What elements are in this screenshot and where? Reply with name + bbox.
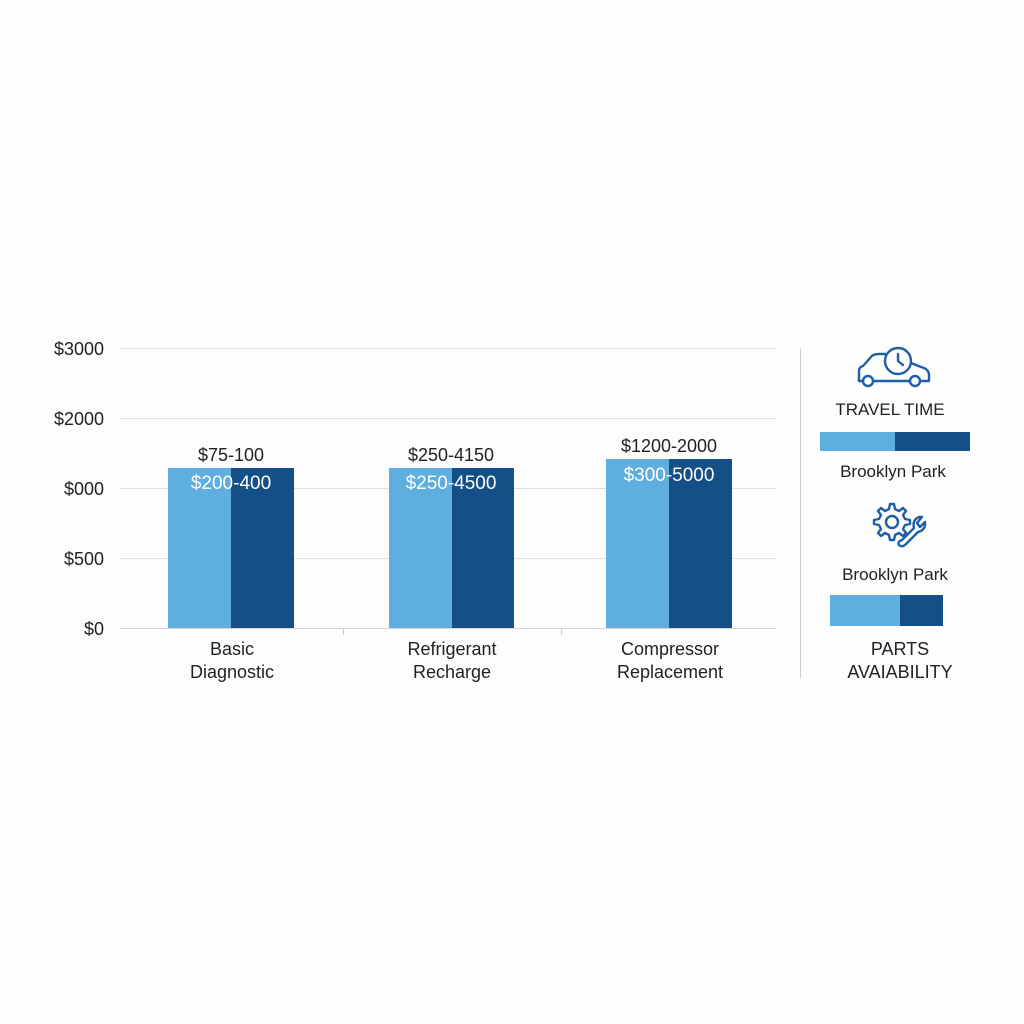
y-tick-500: $500 (63, 549, 104, 569)
x-label-line: Diagnostic (189, 662, 275, 682)
bar-inner-label: $200-400 (190, 473, 272, 494)
parts-location: Brooklyn Park (842, 565, 948, 584)
x-label-line: Basic (209, 639, 254, 659)
bar-light (606, 459, 669, 628)
bar-light (389, 468, 452, 628)
travel-bar-light (820, 432, 895, 451)
x-label-compressor-replacement: Compressor Replacement (580, 638, 760, 684)
x-label-line: Recharge (412, 662, 492, 682)
gear-wrench-icon (872, 502, 927, 548)
x-tick (561, 629, 562, 635)
parts-title-line: PARTS (870, 639, 930, 659)
bar-top-label: $1200-2000 (620, 436, 718, 456)
x-label-line: Refrigerant (407, 639, 497, 659)
x-label-refrigerant-recharge: Refrigerant Recharge (372, 638, 532, 684)
x-label-line: Compressor (620, 639, 720, 659)
gridline (120, 418, 776, 419)
x-label-basic-diagnostic: Basic Diagnostic (152, 638, 312, 684)
y-tick-3000: $3000 (53, 339, 104, 359)
gridline (120, 348, 776, 349)
x-axis-line (120, 628, 776, 629)
parts-bar-light (830, 595, 900, 626)
parts-availability-title: PARTS AVAIABILITY (815, 638, 985, 684)
x-label-line: Replacement (616, 662, 724, 682)
x-tick (343, 629, 344, 635)
bar-inner-label: $300-5000 (623, 465, 715, 486)
bar-dark (452, 468, 514, 628)
travel-bar-dark (895, 432, 970, 451)
bar-inner-label: $250-4500 (405, 473, 497, 494)
panel-divider (800, 348, 801, 678)
car-clock-icon (857, 346, 931, 388)
travel-location: Brooklyn Park (840, 462, 946, 481)
parts-bar-dark (900, 595, 943, 626)
parts-title-line: AVAIABILITY (847, 662, 953, 682)
travel-time-title: TRAVEL TIME (835, 400, 945, 419)
bar-light (168, 468, 231, 628)
bar-top-label: $75-100 (197, 445, 265, 465)
bar-top-label: $250-4150 (407, 445, 495, 465)
y-tick-2000: $2000 (53, 409, 104, 429)
y-tick-0: $0 (83, 619, 104, 639)
bar-dark (231, 468, 294, 628)
bar-dark (669, 459, 732, 628)
y-tick-000: $000 (63, 479, 104, 499)
